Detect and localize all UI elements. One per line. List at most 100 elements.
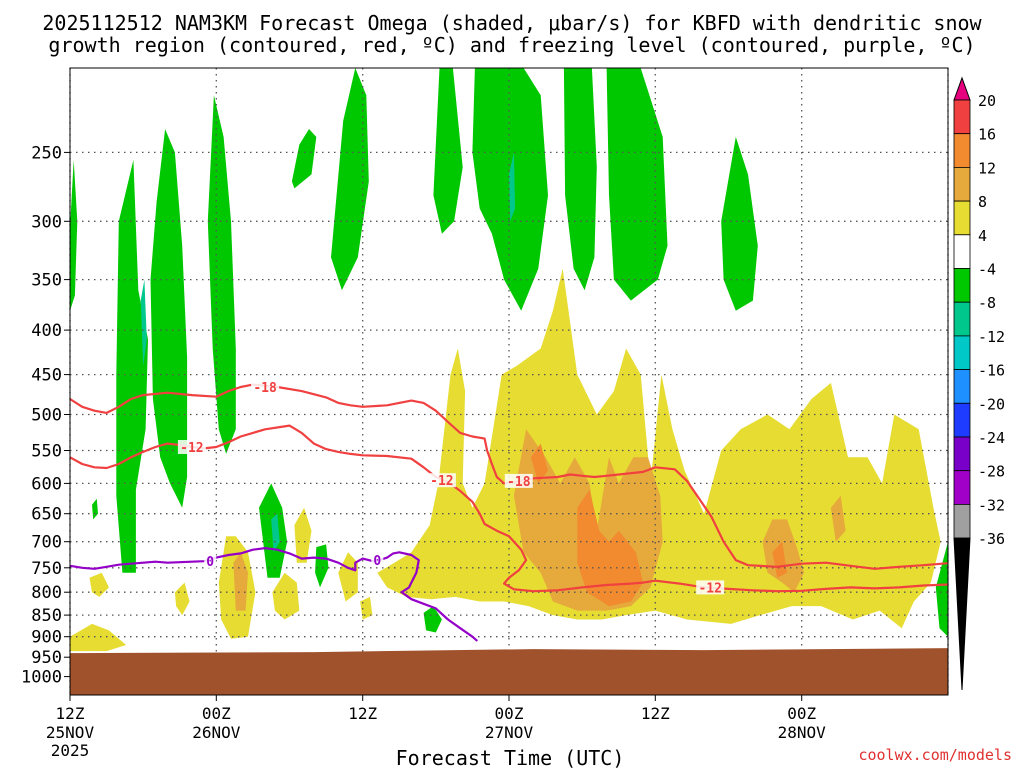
x-tick-year-0: 2025 xyxy=(51,741,90,760)
contour-label-bg-6 xyxy=(371,553,384,568)
terrain-fill xyxy=(70,648,948,695)
legend-band-1 xyxy=(953,99,971,135)
legend-band-6 xyxy=(953,268,971,303)
omega-region-2 xyxy=(150,129,188,508)
contour-freezing-level xyxy=(69,547,479,642)
legend-band-13 xyxy=(953,503,971,539)
y-tick-label-450: 450 xyxy=(31,366,62,386)
omega-region-33 xyxy=(772,541,787,578)
legend-band-11 xyxy=(953,436,971,472)
y-tick-label-950: 950 xyxy=(31,648,62,668)
legend-label-2: 12 xyxy=(978,159,996,177)
omega-region-3 xyxy=(207,95,236,454)
contour-label-bg-5 xyxy=(204,554,217,569)
omega-region-10 xyxy=(721,136,758,311)
credit-text: coolwx.com/models xyxy=(858,746,1012,764)
color-legend: 20 16 12 8 4 -4 -8 -12 -16 -20 -24 -28 -32 -36 xyxy=(953,76,1005,691)
x-tick-top-12: 00Z xyxy=(202,704,231,723)
legend-label-6: -8 xyxy=(978,294,996,312)
legend-band-12 xyxy=(953,470,971,505)
x-tick-bottom-60: 28NOV xyxy=(778,723,827,742)
omega-region-31 xyxy=(830,495,846,542)
omega-region-4 xyxy=(291,129,317,189)
omega-region-32 xyxy=(577,489,644,607)
omega-region-0 xyxy=(70,159,78,311)
legend-band-5 xyxy=(953,234,971,269)
omega-region-25 xyxy=(294,507,312,563)
x-tick-bottom-12: 26NOV xyxy=(192,723,241,742)
y-tick-label-550: 550 xyxy=(31,442,62,462)
omega-region-14 xyxy=(92,498,98,520)
contour-label-2: -12 xyxy=(430,474,453,489)
contour-label-6: 0 xyxy=(373,554,381,569)
contour-label-bg-0 xyxy=(251,380,280,394)
omega-region-15 xyxy=(935,541,948,637)
terrain-layer xyxy=(70,648,948,695)
y-tick-label-750: 750 xyxy=(31,559,62,579)
contour-label-3: -18 xyxy=(507,475,531,490)
omega-region-34 xyxy=(530,443,548,484)
contour-label-1: -12 xyxy=(180,441,203,456)
y-tick-label-300: 300 xyxy=(31,212,62,232)
y-tick-label-700: 700 xyxy=(31,533,62,553)
legend-band-14 xyxy=(953,537,971,691)
y-tick-label-650: 650 xyxy=(31,505,62,525)
contour-label-5: 0 xyxy=(206,555,214,570)
x-tick-top-24: 12Z xyxy=(348,704,377,723)
contour-label-bg-3 xyxy=(504,473,533,488)
omega-shading-layer xyxy=(70,68,948,652)
legend-label-10: -24 xyxy=(978,429,1005,447)
y-tick-label-900: 900 xyxy=(31,628,62,648)
legend-label-11: -28 xyxy=(978,463,1005,481)
omega-region-1 xyxy=(116,159,148,573)
y-tick-label-250: 250 xyxy=(31,143,62,163)
omega-region-6 xyxy=(433,68,463,234)
omega-region-24 xyxy=(272,572,300,620)
contour-label-4: -12 xyxy=(698,581,721,596)
legend-band-0 xyxy=(953,76,971,101)
y-axis: 2503003504004505005506006507007508008509… xyxy=(21,143,70,688)
legend-band-10 xyxy=(953,402,971,438)
legend-band-4 xyxy=(953,200,971,236)
legend-label-9: -20 xyxy=(978,395,1005,413)
legend-label-7: -12 xyxy=(978,328,1005,346)
legend-band-2 xyxy=(953,133,971,168)
x-axis-label: Forecast Time (UTC) xyxy=(396,746,625,768)
legend-label-1: 16 xyxy=(978,126,996,144)
legend-band-9 xyxy=(953,369,971,404)
x-tick-top-60: 00Z xyxy=(787,704,816,723)
omega-region-17 xyxy=(271,513,280,553)
contour-label-bg-2 xyxy=(427,473,456,488)
x-tick-top-36: 00Z xyxy=(495,704,524,723)
omega-region-8 xyxy=(563,68,597,291)
y-tick-label-350: 350 xyxy=(31,271,62,291)
y-tick-label-400: 400 xyxy=(31,321,62,341)
y-tick-label-800: 800 xyxy=(31,583,62,603)
omega-region-21 xyxy=(70,623,127,652)
y-tick-label-600: 600 xyxy=(31,474,62,494)
x-tick-bottom-0: 25NOV xyxy=(46,723,95,742)
chart-title-line2: growth region (contoured, red, ºC) and f… xyxy=(48,33,975,57)
contour-label-bg-1 xyxy=(177,440,206,454)
contour-layer: -18 -12 -12 -18 -12 0 0 xyxy=(69,380,949,642)
x-tick-top-48: 12Z xyxy=(641,704,670,723)
omega-region-30 xyxy=(233,552,248,611)
y-tick-label-850: 850 xyxy=(31,606,62,626)
x-tick-bottom-36: 27NOV xyxy=(485,723,534,742)
omega-region-16 xyxy=(140,279,147,367)
legend-band-8 xyxy=(953,335,971,370)
chart-title-line1: 2025112512 NAM3KM Forecast Omega (shaded… xyxy=(42,11,982,35)
contour-dgz-minus-18 xyxy=(69,383,949,570)
legend-label-12: -32 xyxy=(978,496,1005,514)
omega-region-12 xyxy=(315,544,329,588)
y-tick-label-500: 500 xyxy=(31,406,62,426)
omega-region-18 xyxy=(509,152,516,222)
legend-label-5: -4 xyxy=(978,261,996,279)
legend-label-3: 8 xyxy=(978,193,987,211)
omega-region-5 xyxy=(331,68,369,291)
x-tick-top-0: 12Z xyxy=(56,704,85,723)
omega-region-9 xyxy=(606,68,668,301)
contour-label-bg-4 xyxy=(696,580,725,595)
